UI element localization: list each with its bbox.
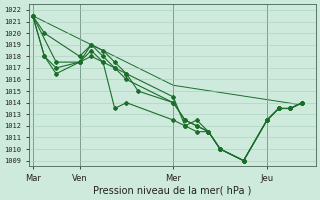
X-axis label: Pression niveau de la mer( hPa ): Pression niveau de la mer( hPa ) [93, 186, 252, 196]
